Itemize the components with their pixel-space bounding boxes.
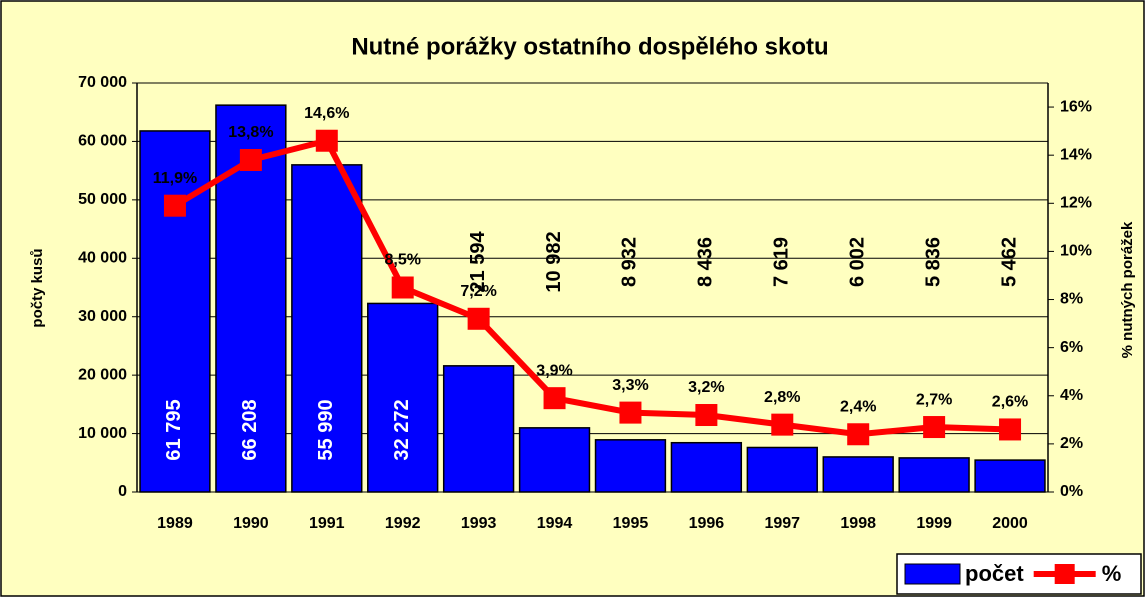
x-tick-label: 1999 — [916, 515, 952, 532]
point-value-label: 2,8% — [764, 389, 800, 406]
y2-tick-label: 16% — [1060, 98, 1092, 115]
y-tick-label: 70 000 — [78, 74, 127, 91]
y2-tick-label: 2% — [1060, 435, 1083, 452]
bar-value-label: 5 836 — [922, 237, 944, 287]
bar-value-label: 8 436 — [695, 237, 717, 287]
legend-label: počet — [965, 561, 1024, 586]
y2-tick-label: 12% — [1060, 195, 1092, 212]
y2-tick-label: 4% — [1060, 387, 1083, 404]
x-tick-label: 1992 — [385, 515, 421, 532]
point — [695, 404, 718, 427]
point-value-label: 13,8% — [228, 124, 273, 141]
point-value-label: 11,9% — [153, 170, 197, 187]
bar-value-label: 8 932 — [619, 237, 641, 287]
point — [543, 387, 566, 410]
point — [239, 148, 262, 171]
point-value-label: 3,9% — [536, 362, 572, 379]
y-tick-label: 10 000 — [78, 425, 127, 442]
point-value-label: 8,5% — [384, 252, 420, 269]
x-tick-label: 1997 — [764, 515, 800, 532]
bar — [974, 459, 1046, 493]
legend-label: % — [1102, 561, 1122, 586]
bar-value-label: 32 272 — [391, 399, 413, 460]
y2-axis-label: % nutných porážek — [1119, 221, 1136, 358]
bar — [746, 446, 818, 493]
point-value-label: 14,6% — [304, 105, 349, 122]
point — [847, 423, 870, 446]
chart-title: Nutné porážky ostatního dospělého skotu — [351, 33, 828, 60]
y2-tick-label: 6% — [1060, 339, 1083, 356]
point-value-label: 3,2% — [688, 379, 724, 396]
y-axis-label: počty kusů — [29, 248, 46, 327]
bar — [898, 457, 970, 493]
legend-marker — [1054, 564, 1075, 584]
point — [467, 307, 490, 330]
x-tick-label: 1991 — [309, 515, 345, 532]
point — [391, 276, 414, 299]
bar-value-label: 5 462 — [998, 237, 1020, 287]
legend-swatch — [904, 563, 961, 585]
y-tick-label: 20 000 — [78, 366, 127, 383]
bar-value-label: 10 982 — [543, 231, 565, 292]
point-value-label: 2,7% — [916, 391, 952, 408]
point — [999, 418, 1022, 441]
point-value-label: 2,6% — [992, 394, 1028, 411]
bar — [367, 302, 439, 493]
point — [315, 129, 338, 152]
bar-value-label: 21 594 — [467, 231, 489, 293]
point — [163, 194, 186, 217]
bar — [442, 365, 515, 493]
x-tick-label: 1993 — [461, 515, 497, 532]
x-tick-label: 2000 — [992, 515, 1028, 532]
bar — [291, 164, 363, 493]
line — [173, 137, 1011, 438]
point — [771, 413, 794, 436]
x-tick-label: 1995 — [613, 515, 649, 532]
point-value-label: 2,4% — [840, 398, 876, 415]
x-tick-label: 1996 — [689, 515, 725, 532]
point-value-label: 7,2% — [460, 283, 496, 300]
bar-value-label: 6 002 — [846, 237, 868, 287]
bar — [822, 456, 894, 493]
y2-tick-label: 10% — [1060, 243, 1092, 260]
bar — [518, 427, 591, 493]
point — [619, 401, 642, 424]
bar-value-label: 61 795 — [163, 399, 185, 460]
x-tick-label: 1994 — [537, 515, 573, 532]
bar-value-label: 7 619 — [771, 237, 793, 287]
y2-tick-label: 0% — [1060, 483, 1083, 500]
x-tick-label: 1990 — [233, 515, 269, 532]
y-tick-label: 40 000 — [78, 250, 127, 267]
bar — [594, 439, 667, 493]
y-tick-label: 50 000 — [78, 191, 127, 208]
y2-tick-label: 8% — [1060, 291, 1083, 308]
x-tick-label: 1998 — [840, 515, 876, 532]
y2-tick-label: 14% — [1060, 146, 1092, 163]
bar-value-label: 55 990 — [315, 399, 337, 460]
point — [923, 416, 946, 439]
y-tick-label: 0 — [118, 483, 127, 500]
bar-value-label: 66 208 — [239, 399, 261, 460]
point-value-label: 3,3% — [612, 377, 648, 394]
y-tick-label: 60 000 — [78, 133, 127, 150]
y-tick-label: 30 000 — [78, 308, 127, 325]
bar — [670, 441, 743, 493]
x-tick-label: 1989 — [157, 515, 193, 532]
